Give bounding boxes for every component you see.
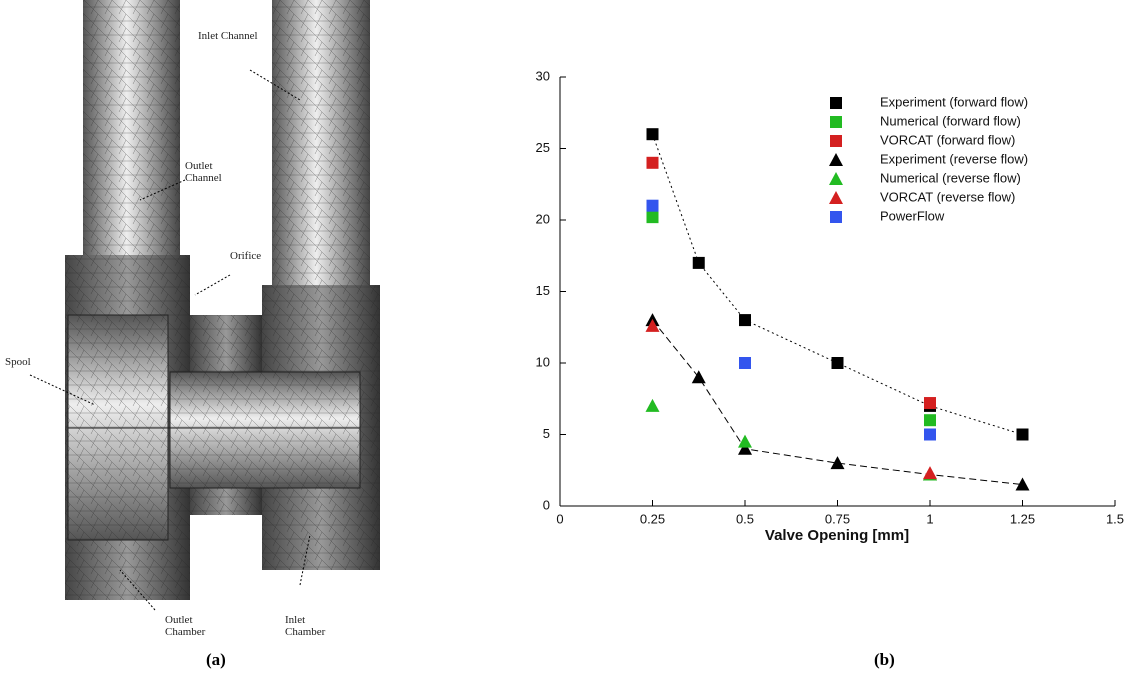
- legend-label: Experiment (forward flow): [880, 94, 1028, 109]
- marker: [647, 157, 659, 169]
- marker: [646, 399, 660, 412]
- y-tick-label: 5: [543, 426, 550, 441]
- legend-label: Numerical (reverse flow): [880, 170, 1021, 185]
- y-tick-label: 0: [543, 497, 550, 512]
- legend-marker: [830, 211, 842, 223]
- caption: (a): [206, 650, 226, 670]
- x-axis-label: Valve Opening [mm]: [765, 527, 909, 544]
- x-tick-label: 1.25: [1010, 511, 1035, 526]
- chart: Valve Opening [mm] 0 5 10 15 20 25 30 0 0.25 0.5 0…: [0, 0, 1130, 640]
- y-tick-label: 30: [536, 68, 550, 83]
- marker: [924, 397, 936, 409]
- marker: [739, 357, 751, 369]
- x-tick-label: 0: [556, 511, 563, 526]
- marker: [647, 200, 659, 212]
- legend-marker: [830, 135, 842, 147]
- marker: [739, 314, 751, 326]
- caption: (b): [874, 650, 895, 670]
- x-tick-label: 0.75: [825, 511, 850, 526]
- legend-label: VORCAT (reverse flow): [880, 189, 1015, 204]
- x-tick-label: 0.25: [640, 511, 665, 526]
- legend-label: Experiment (reverse flow): [880, 151, 1028, 166]
- marker: [923, 466, 937, 479]
- legend-label: Numerical (forward flow): [880, 113, 1021, 128]
- y-tick-label: 15: [536, 283, 550, 298]
- marker: [647, 128, 659, 140]
- x-tick-label: 1.5: [1106, 511, 1124, 526]
- legend-marker: [830, 116, 842, 128]
- marker: [647, 211, 659, 223]
- y-tick-label: 10: [536, 354, 550, 369]
- marker: [692, 370, 706, 383]
- legend-marker: [829, 172, 843, 185]
- marker: [832, 357, 844, 369]
- legend-label: VORCAT (forward flow): [880, 132, 1015, 147]
- marker: [924, 414, 936, 426]
- legend-marker: [829, 191, 843, 204]
- marker: [924, 429, 936, 441]
- legend-marker: [829, 153, 843, 166]
- y-tick-label: 25: [536, 140, 550, 155]
- x-tick-label: 1: [926, 511, 933, 526]
- x-tick-label: 0.5: [736, 511, 754, 526]
- legend-marker: [830, 97, 842, 109]
- marker: [693, 257, 705, 269]
- page: Inlet Channel Outlet Channel Orifice Spo…: [0, 0, 1130, 680]
- legend-label: PowerFlow: [880, 208, 945, 223]
- marker: [1017, 429, 1029, 441]
- y-tick-label: 20: [536, 211, 550, 226]
